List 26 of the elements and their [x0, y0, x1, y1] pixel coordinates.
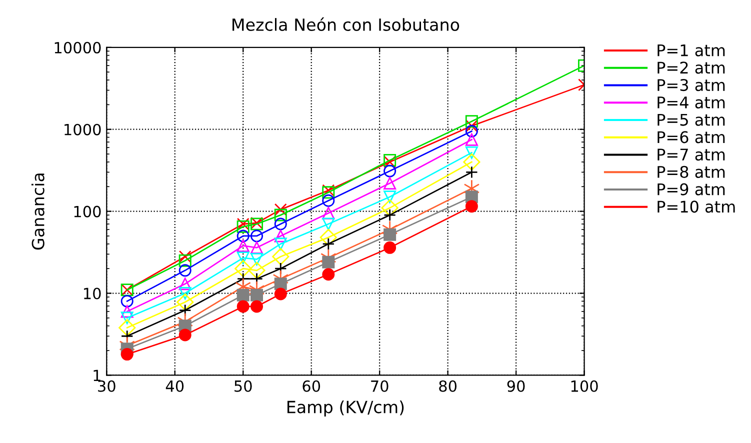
x-tick-label: 40 — [166, 380, 184, 392]
y-axis-title: Ganancia — [31, 174, 44, 250]
legend-label: P=1 atm — [658, 44, 725, 56]
x-tick-label: 70 — [371, 380, 388, 392]
x-tick-label: 30 — [98, 380, 116, 392]
legend-label: P=2 atm — [658, 62, 725, 74]
legend-label: P=3 atm — [658, 78, 725, 92]
legend-label: P=5 atm — [658, 114, 725, 126]
legend-label: P=4 atm — [658, 96, 725, 108]
y-tick-label: 100 — [74, 206, 101, 218]
legend-label: P=9 atm — [658, 183, 725, 196]
y-tick-label: 1000 — [64, 124, 101, 136]
chart-title: Mezcla Neón con Isobutano — [232, 17, 460, 31]
y-tick-label: 10 — [84, 288, 101, 300]
legend-label: P=7 atm — [658, 148, 725, 161]
y-tick-label: 1 — [94, 370, 100, 382]
y-tick-label: 10000 — [54, 42, 101, 54]
x-tick-label: 90 — [507, 380, 525, 392]
legend-label: P=8 atm — [658, 166, 725, 178]
x-axis-title: Eamp (KV/cm) — [287, 400, 404, 417]
legend-label: P=6 atm — [658, 131, 725, 144]
x-tick-label: 60 — [302, 380, 320, 392]
legend-label: P=10 atm — [658, 200, 735, 213]
x-tick-label: 100 — [571, 380, 598, 392]
x-tick-label: 50 — [234, 380, 252, 392]
x-tick-label: 80 — [439, 380, 457, 392]
